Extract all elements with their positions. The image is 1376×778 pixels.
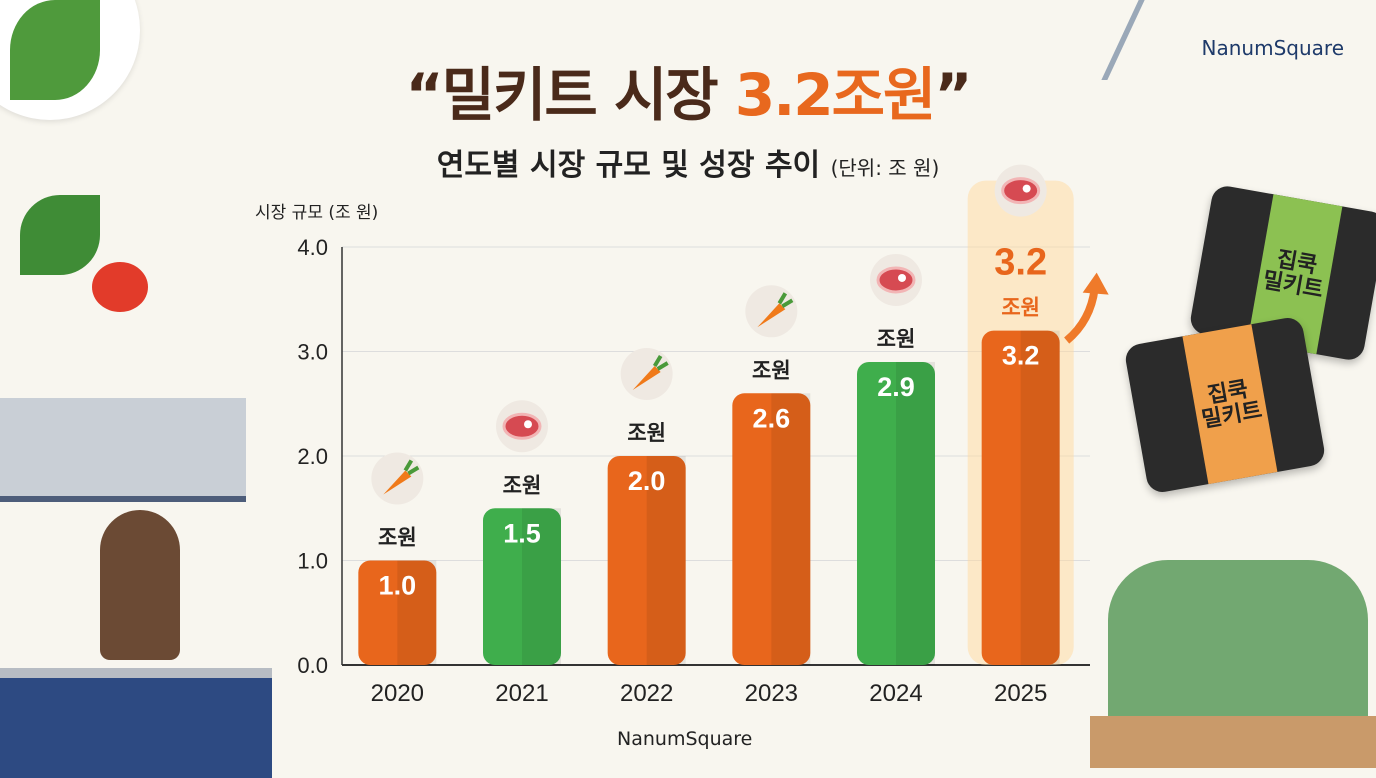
table-decoration bbox=[1090, 716, 1376, 768]
meat-bone-icon bbox=[1022, 184, 1031, 193]
meat-bone-icon bbox=[524, 420, 532, 429]
carrot-icon bbox=[757, 303, 786, 328]
bar-unit-label: 조원 bbox=[627, 421, 666, 445]
carrot-icon bbox=[383, 470, 412, 495]
title-highlight: 3.2조원 bbox=[734, 61, 936, 129]
brand-label-bottom: NanumSquare bbox=[617, 728, 753, 750]
x-tick-label: 2020 bbox=[371, 680, 424, 707]
bar bbox=[483, 508, 561, 665]
bar bbox=[981, 330, 1060, 665]
cabinet-decoration bbox=[0, 398, 246, 502]
bar bbox=[358, 560, 437, 665]
x-tick-label: 2025 bbox=[994, 680, 1047, 707]
bar-value-label: 1.5 bbox=[503, 518, 541, 548]
icon-badge bbox=[620, 348, 673, 400]
carrot-icon bbox=[632, 366, 661, 390]
bar-unit-label: 조원 bbox=[378, 526, 417, 550]
x-tick-label: 2022 bbox=[620, 680, 673, 707]
bar-shade bbox=[771, 393, 811, 665]
bar-value-label: 2.0 bbox=[628, 466, 666, 496]
brand-label-top: NanumSquare bbox=[1201, 36, 1344, 60]
bar-unit-label: 조원 bbox=[752, 358, 791, 382]
chart-subtitle: 연도별 시장 규모 및 성장 추이 (단위: 조 원) bbox=[0, 140, 1376, 184]
leaf-decoration bbox=[10, 0, 100, 100]
y-axis-label: 시장 규모 (조 원) bbox=[255, 203, 379, 223]
bar-value-label: 2.6 bbox=[753, 403, 791, 433]
meat-bone-icon bbox=[898, 273, 906, 282]
icon-badge bbox=[371, 452, 424, 505]
highlight-value: 3.2 bbox=[994, 242, 1047, 284]
growth-arrow-icon bbox=[1064, 287, 1099, 344]
y-tick-label: 1.0 bbox=[297, 549, 328, 574]
bar-shade bbox=[646, 456, 686, 665]
bar-shade bbox=[397, 560, 437, 665]
bar-unit-label: 조원 bbox=[877, 327, 916, 351]
y-tick-label: 3.0 bbox=[297, 340, 328, 365]
title-text: “밀키트 시장 bbox=[405, 61, 735, 129]
bar-shade bbox=[522, 508, 561, 665]
family-illustration bbox=[1108, 560, 1368, 720]
subtitle-unit: (단위: 조 원) bbox=[830, 156, 940, 180]
carrot-leaf-icon bbox=[403, 459, 420, 476]
cook-illustration bbox=[100, 510, 180, 660]
meat-icon bbox=[502, 412, 542, 440]
bar-shade bbox=[896, 361, 935, 665]
tomato-decoration bbox=[92, 262, 148, 312]
bar-value-label: 1.0 bbox=[379, 571, 417, 601]
bar-value-label: 2.9 bbox=[877, 372, 915, 402]
y-tick-label: 4.0 bbox=[297, 235, 328, 260]
y-tick-label: 0.0 bbox=[297, 653, 328, 678]
bar-unit-label: 조원 bbox=[1001, 296, 1040, 320]
bar-unit-label: 조원 bbox=[503, 473, 542, 497]
bar bbox=[857, 361, 935, 665]
x-tick-label: 2023 bbox=[745, 680, 798, 707]
page-title: “밀키트 시장 3.2조원” bbox=[0, 48, 1376, 132]
carrot-leaf-icon bbox=[652, 354, 669, 371]
bar bbox=[732, 393, 811, 665]
bar-value-label: 3.2 bbox=[1002, 341, 1040, 371]
x-tick-label: 2021 bbox=[495, 680, 548, 707]
meat-icon bbox=[876, 266, 916, 294]
subtitle-text: 연도별 시장 규모 및 성장 추이 bbox=[436, 148, 821, 183]
growth-arrowhead-icon bbox=[1082, 272, 1109, 295]
counter-decoration bbox=[0, 668, 272, 778]
spinach-decoration bbox=[20, 195, 100, 275]
carrot-leaf-icon bbox=[777, 292, 794, 309]
y-tick-label: 2.0 bbox=[297, 444, 328, 469]
bar bbox=[607, 456, 686, 665]
title-quote: ” bbox=[934, 61, 972, 129]
meat-icon bbox=[1001, 177, 1041, 205]
bar-shade bbox=[1020, 330, 1060, 665]
x-tick-label: 2024 bbox=[869, 680, 922, 707]
icon-badge bbox=[745, 285, 798, 338]
